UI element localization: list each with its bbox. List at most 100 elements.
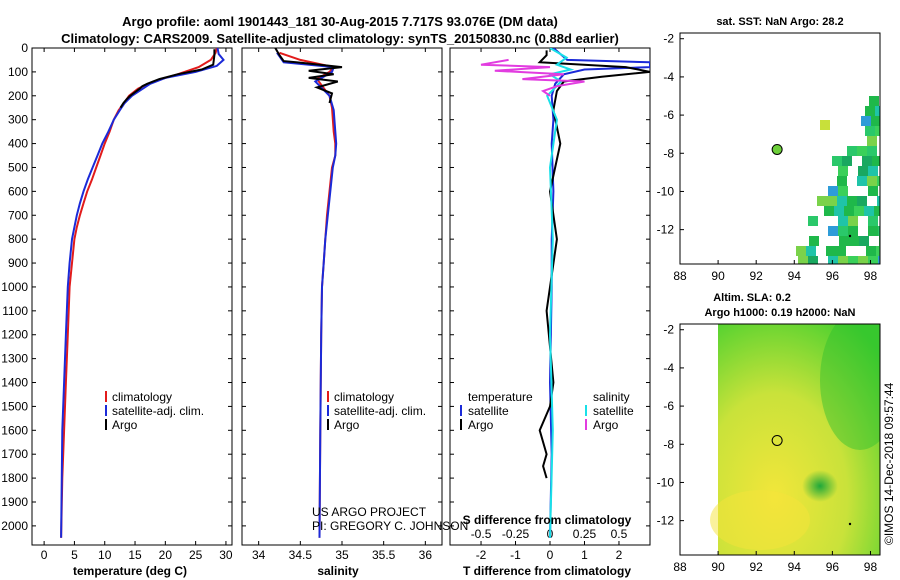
sla-map-green-band: [820, 324, 880, 450]
imos-timestamp: ©IMOS 14-Dec-2018 09:57:44: [882, 382, 896, 545]
legend-label-t-satellite: satellite: [468, 404, 509, 418]
y-tick-label: 200: [8, 89, 28, 103]
sst-map-cells: [796, 96, 880, 264]
sst-cell: [871, 116, 880, 126]
y-tick-label: 900: [8, 256, 28, 270]
legend-swatch-s-satellite: [585, 405, 587, 416]
y-tick-label: -10: [657, 475, 675, 489]
sst-cell: [848, 216, 858, 226]
x-tick-label: 34: [252, 548, 266, 562]
sst-cell: [868, 226, 878, 236]
sst-cell: [827, 196, 837, 206]
sst-map-frame: [679, 32, 881, 265]
title-line-2: Climatology: CARS2009. Satellite-adjuste…: [61, 31, 619, 46]
x-tick-label: 36: [419, 548, 433, 562]
temperature-satellite-line: [60, 48, 225, 538]
legend-label-satellite: satellite-adj. clim.: [112, 404, 204, 418]
temperature-legend: climatology satellite-adj. clim. Argo: [105, 390, 204, 432]
legend-heading-temperature: temperature: [468, 390, 533, 404]
sst-cell: [867, 176, 877, 186]
x-tick-label: 30: [219, 548, 233, 562]
sst-cell: [865, 106, 875, 116]
sst-cell: [828, 256, 838, 264]
sla-map-field: [680, 324, 880, 555]
y-tick-label: 1000: [1, 280, 28, 294]
sst-cell: [849, 236, 859, 246]
y-tick-label: 1700: [1, 447, 28, 461]
y-tick-label: 1100: [2, 304, 28, 318]
y-tick-label: 1900: [1, 495, 28, 509]
x-tick-label: 0: [41, 548, 48, 562]
difference-legend: temperature satellite Argo salinity sate…: [460, 390, 634, 432]
sst-cell: [847, 146, 857, 156]
sst-cell: [878, 226, 880, 236]
salinity-plot-frame: [241, 47, 443, 546]
temperature-panel: 0 5 10 15 20 25 300100200300400500600700800900…: [1, 41, 233, 578]
sst-map-title: sat. SST: NaN Argo: 28.2: [716, 16, 843, 28]
salinity-axis-ticks: 34 34.5 35 35.5 36: [242, 47, 442, 562]
t-difference-xlabel: T difference from climatology: [463, 564, 631, 578]
y-tick-label: -12: [657, 223, 675, 237]
sst-cell: [861, 116, 871, 126]
sst-cell: [874, 206, 880, 216]
salinity-legend: climatology satellite-adj. clim. Argo: [327, 390, 426, 432]
y-tick-label: 0: [21, 41, 28, 55]
sst-cell: [868, 256, 878, 264]
y-tick-label: 300: [8, 113, 28, 127]
sst-cell: [857, 176, 867, 186]
legend-label-s-argo: Argo: [593, 418, 619, 432]
sla-map-title-1: Altim. SLA: 0.2: [713, 292, 791, 304]
sst-cell: [848, 256, 858, 264]
sst-cell: [838, 216, 848, 226]
legend-label-argo: Argo: [112, 418, 138, 432]
x-tick-label: 90: [711, 560, 725, 574]
sst-cell: [877, 176, 880, 186]
argo-position-marker: [771, 434, 783, 446]
sst-cell: [878, 256, 880, 264]
difference-panel: -2 -1 0 1 2-0.5 -0.25 0 0.25 0.5 T difference fr…: [449, 47, 651, 578]
legend-label-climatology: climatology: [334, 390, 394, 404]
map-dot: [848, 234, 852, 238]
t-difference-argo-line: [537, 50, 650, 479]
legend-swatch-t-satellite: [460, 405, 462, 416]
sst-cell: [838, 256, 848, 264]
sst-cell: [839, 236, 849, 246]
sst-cell: [847, 196, 857, 206]
y-tick-label: 1200: [1, 328, 28, 342]
x-tick-label: 25: [189, 548, 203, 562]
x-tick-label: 5: [71, 548, 78, 562]
x-tick-label: 96: [826, 560, 840, 574]
salinity-xlabel: salinity: [317, 564, 359, 578]
y-tick-label: 2000: [1, 519, 28, 533]
sst-cell: [834, 206, 844, 216]
x-tick-label: 20: [159, 548, 173, 562]
s-difference-argo-line: [480, 58, 585, 97]
sst-cell: [854, 206, 864, 216]
x-tick-label: 35: [335, 548, 349, 562]
sst-cell: [875, 106, 880, 116]
x-tick-label: 1: [581, 548, 588, 562]
sst-cell: [808, 256, 818, 264]
sst-cell: [857, 146, 867, 156]
sst-cell: [826, 246, 836, 256]
sst-cell: [842, 156, 852, 166]
sla-map-frame: [679, 323, 881, 556]
sst-cell: [872, 156, 880, 166]
y-tick-label: 100: [8, 65, 28, 79]
y-tick-label: 500: [8, 160, 28, 174]
sst-cell: [808, 216, 818, 226]
difference-axis-ticks: -2 -1 0 1 2-0.5 -0.25 0 0.25 0.5: [450, 47, 650, 562]
x-tick-label: 88: [673, 560, 687, 574]
sst-cell: [838, 226, 848, 236]
sst-cell: [875, 126, 880, 136]
x-tick-label: 98: [864, 560, 878, 574]
y-tick-label: -6: [663, 399, 674, 413]
temperature-xlabel: temperature (deg C): [73, 564, 187, 578]
sst-cell: [858, 256, 868, 264]
y-tick-label: -12: [657, 514, 675, 528]
s-tick-label: 0.25: [573, 527, 597, 541]
legend-swatch-satellite: [327, 405, 329, 416]
sla-map-warm-region: [710, 490, 810, 550]
s-difference-satellite-line: [546, 48, 575, 538]
